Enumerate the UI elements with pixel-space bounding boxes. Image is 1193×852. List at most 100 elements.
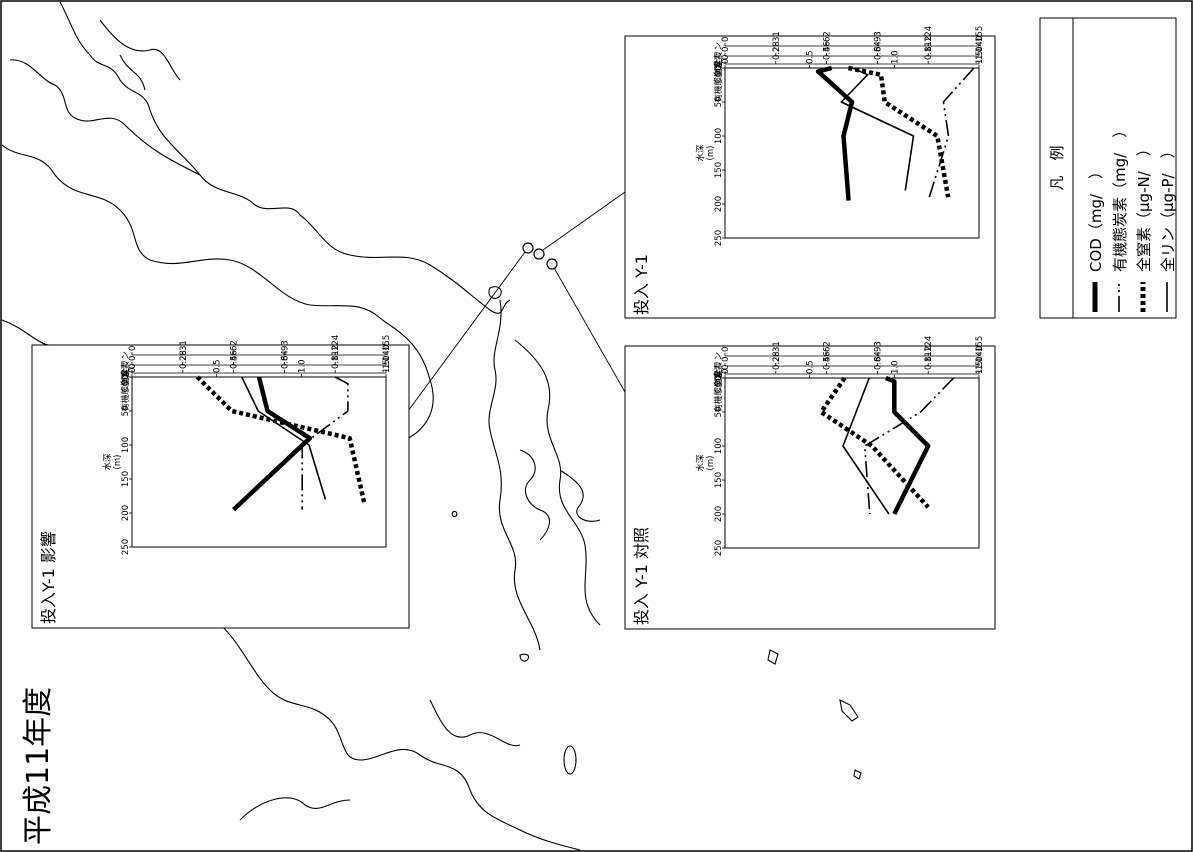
tick-label-toc: 0.8 <box>924 356 934 370</box>
series-line-全窒素 <box>818 376 930 509</box>
tick-label-cod: 0.5 <box>806 50 816 64</box>
series-line-全窒素 <box>847 65 951 198</box>
island-small-b <box>451 510 458 518</box>
tick-label-tp: 31 <box>772 341 782 352</box>
tick-label-depth: 50 <box>714 97 724 108</box>
tick-label-depth: 100 <box>121 437 131 453</box>
series-line-全リン <box>842 377 890 515</box>
tick-label-tn: 28 <box>772 351 782 362</box>
tick-label-toc: 0.4 <box>823 356 833 370</box>
tick-label-tn: 56 <box>823 351 833 362</box>
tick-label-toc: 0 <box>721 55 731 60</box>
page-title-group: 平成11年度 <box>21 687 56 845</box>
tick-label-tp: 0 <box>128 346 138 351</box>
chart-title: 投入 Y-1 <box>632 254 651 315</box>
tick-label-depth: 200 <box>714 506 724 522</box>
coastline-northwest <box>9 59 201 176</box>
tick-label-depth: 100 <box>714 128 724 144</box>
axis-name-tn: 全窒素 <box>713 362 724 388</box>
island-kozu <box>563 745 577 775</box>
tick-label-cod: 0 <box>128 368 138 373</box>
tick-label-tp: 155 <box>975 26 985 42</box>
tick-label-depth: 150 <box>714 162 724 178</box>
tick-label-depth: 50 <box>714 407 724 418</box>
axis-name-tn: 全窒素 <box>120 361 131 387</box>
depth-axis-label: 水深 <box>102 453 113 471</box>
tick-label-tn: 140 <box>975 346 985 362</box>
tick-label-tn: 0 <box>721 47 731 52</box>
tick-label-depth: 250 <box>714 230 724 246</box>
page-title: 平成11年度 <box>21 687 56 845</box>
axis-name-toc: 有機態炭素 <box>713 60 724 103</box>
tick-label-tp: 31 <box>772 31 782 42</box>
tick-label-tn: 56 <box>230 350 240 361</box>
coastline-main-b <box>514 339 601 626</box>
tick-label-tn: 112 <box>924 36 934 52</box>
tick-label-cod: 1.5 <box>975 50 985 64</box>
series-line-有機態炭素 <box>301 376 349 510</box>
depth-axis-label: 水深 <box>695 454 706 472</box>
tick-label-tn: 112 <box>331 345 341 361</box>
tick-label-toc: 1.0 <box>382 355 392 369</box>
tick-label-tp: 0 <box>721 347 731 352</box>
tick-label-tp: 124 <box>331 335 341 351</box>
tick-label-toc: 0.4 <box>230 355 240 369</box>
tick-label-depth: 250 <box>121 539 131 555</box>
tick-label-tn: 28 <box>772 41 782 52</box>
depth-axis-unit: (m) <box>706 456 716 471</box>
tick-label-tn: 0 <box>721 357 731 362</box>
tick-label-tn: 56 <box>823 41 833 52</box>
tick-label-cod: 1.0 <box>890 360 900 374</box>
tick-label-cod: 1.5 <box>382 359 392 373</box>
tick-label-toc: 0.4 <box>823 46 833 60</box>
tick-label-cod: 1.0 <box>890 50 900 64</box>
tick-label-tp: 62 <box>823 31 833 42</box>
tick-label-tn: 140 <box>975 36 985 52</box>
coastline-south <box>214 619 581 851</box>
legend-items: COD（mg/ ） 有機態炭素（mg/ ） 全窒素（μg-N/ ） 全リン（μg-P/… <box>1087 123 1177 312</box>
tick-label-toc: 0.2 <box>179 355 189 369</box>
tick-label-tp: 93 <box>280 340 290 351</box>
tick-label-tp: 124 <box>924 26 934 42</box>
axis-name-cod: COD <box>714 64 724 84</box>
coastline-main-a <box>488 299 541 651</box>
series-line-全リン <box>241 376 327 500</box>
legend-label: 全リン（μg-P/ ） <box>1159 143 1177 272</box>
coastline-south-peninsula <box>429 699 521 747</box>
tick-label-tn: 0 <box>128 356 138 361</box>
tick-label-tn: 140 <box>382 345 392 361</box>
tick-label-toc: 1.0 <box>975 46 985 60</box>
series-line-全リン <box>840 67 915 191</box>
axis-name-toc: 有機態炭素 <box>713 370 724 413</box>
coastline-island-a <box>519 449 550 541</box>
axis-name-toc: 有機態炭素 <box>120 369 131 412</box>
tick-label-cod: 0.5 <box>213 359 223 373</box>
axis-name-tp: 全リン <box>120 351 131 377</box>
tick-label-toc: 0.6 <box>873 356 883 370</box>
tick-label-depth: 200 <box>714 196 724 212</box>
tick-label-toc: 0.8 <box>331 355 341 369</box>
axis-name-tp: 全リン <box>713 352 724 378</box>
station-2 <box>533 248 545 260</box>
tick-label-tn: 112 <box>924 346 934 362</box>
tick-label-cod: 1.0 <box>297 359 307 373</box>
station-markers <box>522 242 558 270</box>
tick-label-toc: 0.6 <box>873 46 883 60</box>
coastline-hokkaido-south <box>99 19 181 91</box>
series-line-COD <box>885 375 931 516</box>
coastline-island-b <box>559 469 601 522</box>
legend-heading: 凡 例 <box>1048 145 1066 190</box>
tick-label-toc: 1.0 <box>975 356 985 370</box>
tick-label-tp: 62 <box>823 341 833 352</box>
tick-label-toc: 0.6 <box>280 355 290 369</box>
tick-label-tn: 84 <box>873 41 883 52</box>
tick-label-cod: 0.5 <box>806 360 816 374</box>
tick-label-depth: 50 <box>121 406 131 417</box>
tick-label-depth: 0 <box>121 374 131 379</box>
coastline-north <box>59 1 511 314</box>
chart-title: 投入Y-1 影響 <box>39 531 58 624</box>
